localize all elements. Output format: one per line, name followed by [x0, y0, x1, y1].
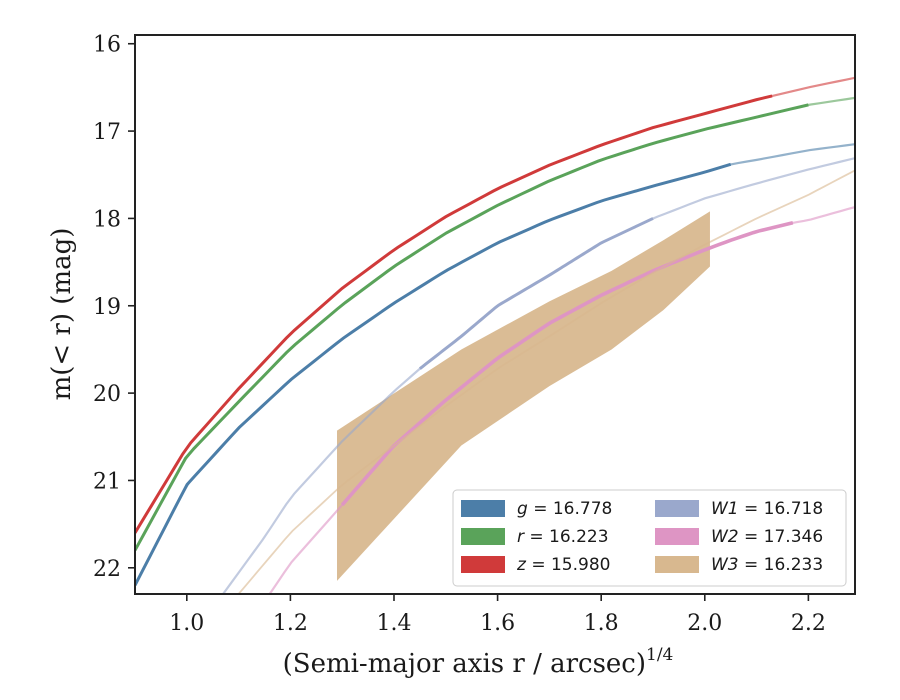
legend-label-w1: W1 = 16.718: [711, 499, 823, 519]
y-tick-label: 19: [93, 295, 121, 320]
legend-swatch-w1: [655, 500, 699, 517]
plot-area: [135, 76, 855, 594]
series-g-line: [135, 162, 732, 586]
legend-swatch-z: [461, 556, 505, 573]
x-tick-label: 1.4: [376, 611, 411, 636]
series-w3-line-faint: [237, 169, 855, 594]
series-w1-line: [418, 217, 654, 370]
legend-label-g: g = 16.778: [517, 499, 612, 519]
x-axis-ticks: 1.0 1.2 1.4 1.6 1.8 2.0 2.2: [169, 594, 826, 636]
legend-swatch-w2: [655, 528, 699, 545]
x-tick-label: 2.2: [791, 611, 826, 636]
y-tick-label: 17: [93, 120, 121, 145]
legend-label-z: z = 15.980: [516, 555, 610, 575]
y-tick-label: 22: [93, 557, 121, 582]
x-tick-label: 1.0: [169, 611, 204, 636]
series-r-line-faint: [135, 96, 855, 551]
legend-swatch-w3: [655, 556, 699, 573]
x-tick-label: 1.2: [273, 611, 308, 636]
x-tick-label: 1.8: [584, 611, 619, 636]
y-axis-ticks: 16 17 18 19 20 21 22: [93, 33, 135, 582]
legend: g = 16.778 r = 16.223 z = 15.980 W1 = 16.71…: [452, 489, 847, 587]
x-axis-label: (Semi-major axis r / arcsec)1/4: [283, 645, 674, 679]
y-tick-label: 16: [93, 33, 121, 58]
legend-box: [452, 489, 847, 587]
series-z-line-faint: [135, 76, 855, 534]
legend-label-r: r = 16.223: [517, 527, 609, 547]
x-tick-label: 1.6: [480, 611, 515, 636]
plot-frame: [134, 34, 856, 595]
y-tick-label: 20: [93, 382, 121, 407]
legend-swatch-r: [461, 528, 505, 545]
series-z-line: [135, 94, 773, 534]
legend-label-w3: W3 = 16.233: [711, 555, 823, 575]
legend-label-w2: W2 = 17.346: [711, 527, 823, 547]
x-tick-label: 2.0: [687, 611, 722, 636]
legend-swatch-g: [461, 500, 505, 517]
x-axis-label-superscript: 1/4: [646, 645, 673, 665]
y-tick-label: 18: [93, 207, 121, 232]
series-w2-line: [340, 221, 794, 507]
series-w3-band: [337, 211, 710, 581]
y-tick-label: 21: [93, 469, 121, 494]
y-axis-label: m(< r) (mag): [47, 228, 77, 401]
series-r-line: [135, 103, 809, 552]
